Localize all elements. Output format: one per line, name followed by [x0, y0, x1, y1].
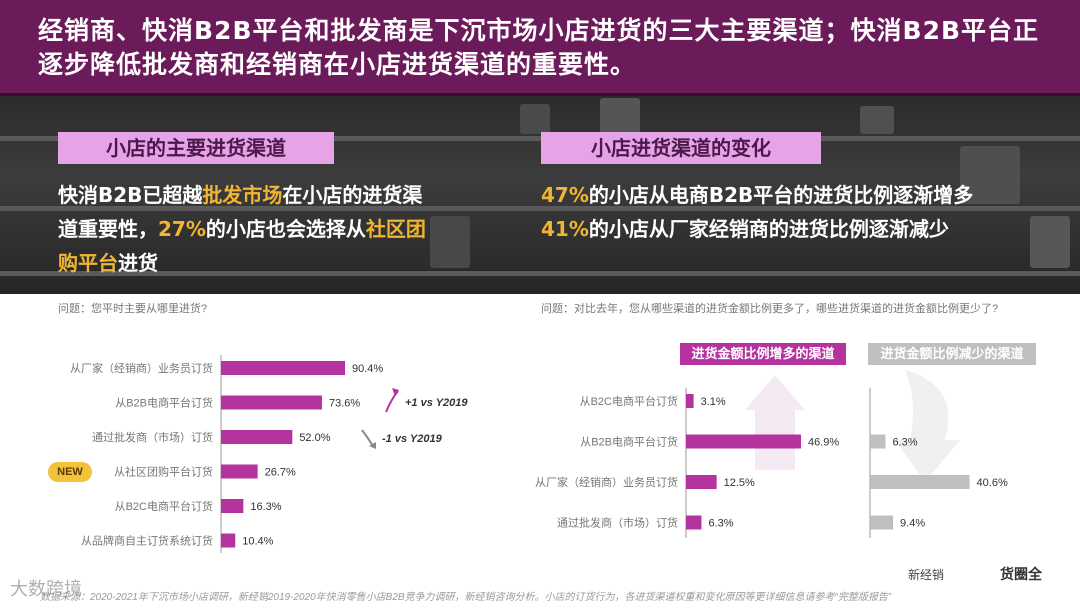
shelf-line — [0, 271, 1080, 276]
left-category-label: 从厂家（经销商）业务员订货 — [70, 361, 213, 375]
trend-down-icon-head — [369, 442, 376, 449]
brand-logo-xinjingxiao: 新经销 — [908, 568, 945, 582]
decrease-bar — [870, 434, 886, 449]
shelf-line — [0, 136, 1080, 141]
left-bar — [221, 395, 322, 410]
left-category-label: 从社区团购平台订货 — [114, 465, 213, 479]
right-summary-line: 47%的小店从电商B2B平台的进货比例逐渐增多 — [541, 178, 1061, 212]
product-shape — [960, 146, 1020, 204]
left-value-label: 10.4% — [242, 536, 273, 548]
left-bar — [221, 464, 258, 479]
left-value-label: 73.6% — [329, 398, 360, 410]
left-bar — [221, 430, 293, 444]
summary-text: 在小店的进货渠道重要性， — [58, 183, 423, 241]
brand-logo-huoquanquan: 货圈全 — [1000, 566, 1042, 582]
left-summary: 快消B2B已超越批发市场在小店的进货渠道重要性，27%的小店也会选择从社区团购平… — [58, 178, 428, 280]
increase-value-label: 46.9% — [808, 437, 839, 449]
trend-down-icon — [361, 429, 374, 447]
left-section-label: 小店的主要进货渠道 — [58, 132, 334, 164]
decrease-value-label: 6.3% — [892, 437, 917, 449]
shelf-line — [0, 206, 1080, 211]
up-arrow-shape — [745, 375, 805, 470]
page-title: 经销商、快消B2B平台和批发商是下沉市场小店进货的三大主要渠道；快消B2B平台正… — [38, 16, 1040, 79]
left-category-label: 从品牌商自主订货系统订货 — [81, 534, 213, 548]
left-value-label: 52.0% — [299, 432, 330, 444]
summary-highlight: 27% — [158, 217, 206, 241]
summary-text: 的小店也会选择从 — [205, 217, 366, 241]
summary-text: 的小店从厂家经销商的进货比例逐渐减少 — [588, 217, 949, 241]
new-badge: NEW — [48, 462, 92, 482]
right-question: 问题：对比去年，您从哪些渠道的进货金额比例更多了，哪些进货渠道的进货金额比例更少… — [541, 303, 999, 315]
down-arrow-shape — [895, 370, 960, 482]
right-category-label: 从B2C电商平台订货 — [580, 394, 678, 408]
increase-value-label: 3.1% — [701, 396, 726, 408]
decrease-value-label: 40.6% — [977, 477, 1008, 489]
right-category-label: 从B2B电商平台订货 — [580, 435, 678, 449]
watermark: 大数跨境 — [10, 579, 82, 599]
trend-up-icon-head — [392, 388, 399, 396]
increase-bar — [686, 515, 702, 530]
footer-source: 数据来源：2020-2021年下沉市场小店调研，新经销2019-2020年快消零… — [40, 592, 892, 603]
left-value-label: 26.7% — [265, 467, 296, 479]
right-summary-line: 41%的小店从厂家经销商的进货比例逐渐减少 — [541, 212, 1061, 246]
left-bar — [221, 499, 244, 513]
left-category-label: 从B2C电商平台订货 — [115, 499, 213, 513]
right-section-label: 小店进货渠道的变化 — [541, 132, 821, 164]
hero-banner: 小店的主要进货渠道 小店进货渠道的变化 快消B2B已超越批发市场在小店的进货渠道… — [0, 96, 1080, 294]
decrease-bar — [870, 475, 970, 489]
product-shape — [860, 106, 894, 134]
summary-highlight: 41% — [541, 217, 589, 241]
left-question: 问题：您平时主要从哪里进货? — [58, 303, 208, 315]
left-category-label: 通过批发商（市场）订货 — [92, 430, 213, 444]
product-shape — [430, 216, 470, 268]
summary-highlight: 社区团购平台 — [58, 217, 426, 275]
left-bar — [221, 361, 345, 375]
left-value-label: 90.4% — [352, 363, 383, 375]
increase-value-label: 12.5% — [724, 477, 755, 489]
left-bar — [221, 533, 236, 548]
product-shape — [1030, 216, 1070, 268]
product-shape — [520, 104, 550, 134]
right-category-label: 从厂家（经销商）业务员订货 — [535, 475, 678, 489]
left-category-label: 从B2B电商平台订货 — [115, 396, 213, 410]
increase-bar — [686, 434, 801, 449]
legend-increase: 进货金额比例增多的渠道 — [680, 343, 846, 365]
legend-decrease: 进货金额比例减少的渠道 — [868, 343, 1036, 365]
title-bar: 经销商、快消B2B平台和批发商是下沉市场小店进货的三大主要渠道；快消B2B平台正… — [0, 0, 1080, 96]
product-shape — [600, 98, 640, 134]
increase-value-label: 6.3% — [708, 518, 733, 530]
decrease-bar — [870, 515, 894, 530]
summary-text: 的小店从电商B2B平台的进货比例逐渐增多 — [588, 183, 974, 207]
decrease-value-label: 9.4% — [900, 518, 925, 530]
trend-down-label: -1 vs Y2019 — [382, 433, 442, 445]
trend-up-label: +1 vs Y2019 — [405, 397, 468, 409]
summary-highlight: 47% — [541, 183, 589, 207]
summary-text: 进货 — [118, 251, 158, 275]
right-category-label: 通过批发商（市场）订货 — [557, 516, 678, 530]
increase-bar — [686, 475, 717, 489]
left-value-label: 16.3% — [250, 501, 281, 513]
summary-highlight: 批发市场 — [202, 183, 283, 207]
summary-text: 快消B2B已超越 — [58, 183, 203, 207]
increase-bar — [686, 394, 694, 408]
